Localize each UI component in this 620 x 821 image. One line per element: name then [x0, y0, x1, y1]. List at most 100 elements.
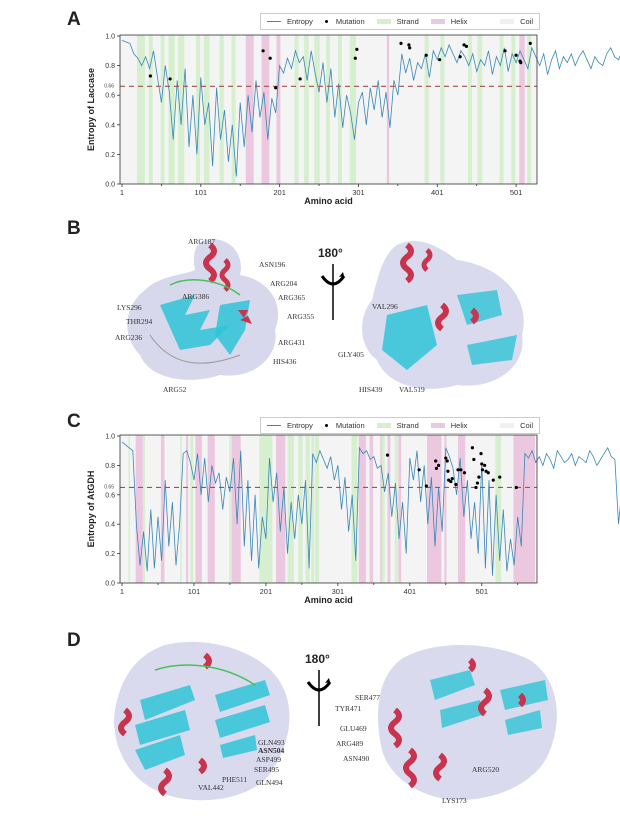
- strand-region: [219, 35, 224, 184]
- legend-a: Entropy Mutation Strand Helix Coil: [260, 13, 540, 30]
- mutation-point: [528, 41, 532, 46]
- res-label: ARG489: [336, 739, 364, 748]
- res-label: ARG187: [188, 237, 216, 246]
- y-tick-label: 0.4: [105, 122, 115, 129]
- legend-entropy: Entropy: [287, 421, 313, 430]
- mutation-point: [472, 457, 476, 462]
- mutation-point: [454, 482, 458, 487]
- y-tick-label: 0.4: [105, 522, 115, 529]
- mutation-point: [434, 466, 439, 470]
- y-tick-label: 1.0: [105, 434, 115, 441]
- atgdh-structure-back: [377, 645, 557, 800]
- mutation-point: [274, 86, 278, 90]
- strand-legend-swatch: [376, 19, 391, 24]
- entropy-legend-line: [267, 424, 281, 427]
- legend-entropy: Entropy: [287, 17, 313, 26]
- y-axis-label: Entropy of AtGDH: [86, 471, 96, 548]
- strand-region: [229, 435, 231, 583]
- legend-c: Entropy Mutation Strand Helix Coil: [260, 417, 540, 434]
- mutation-point: [486, 471, 490, 475]
- legend-helix: Helix: [450, 421, 468, 430]
- helix-region: [380, 435, 382, 583]
- strand-legend-swatch: [376, 423, 391, 428]
- res-label: GLY405: [338, 350, 364, 359]
- y-tick-label: 0.6: [105, 492, 115, 499]
- res-label: ARG236: [115, 333, 143, 342]
- strand-region: [511, 35, 516, 184]
- mutation-point: [268, 56, 272, 60]
- y-tick-label: 0.0: [105, 581, 115, 588]
- mutation-point: [445, 459, 449, 463]
- helix-region: [358, 435, 366, 583]
- x-tick-label: 1: [120, 587, 124, 596]
- strand-region: [337, 35, 342, 184]
- y-tick-label: 0.2: [105, 152, 115, 159]
- x-axis-label: Amino acid: [304, 196, 353, 206]
- helix-region: [276, 35, 281, 184]
- strand-region: [148, 35, 153, 184]
- mutation-point: [399, 41, 403, 46]
- mutation-point: [475, 481, 480, 485]
- mutation-point: [408, 46, 412, 50]
- strand-region: [468, 35, 472, 184]
- mutation-point: [474, 485, 478, 490]
- res-label: ASP499: [256, 755, 282, 764]
- res-label: ARG365: [278, 293, 306, 302]
- x-tick-label: 101: [188, 587, 201, 596]
- mutation-point: [514, 53, 518, 57]
- mutation-point: [407, 43, 411, 47]
- x-tick-label: 201: [260, 587, 273, 596]
- mutation-point: [449, 479, 453, 484]
- strand-region: [190, 435, 194, 583]
- helix-region: [398, 435, 402, 583]
- mutation-point: [353, 56, 357, 60]
- strand-region: [380, 435, 385, 583]
- mutation-point: [261, 49, 265, 53]
- helix-region: [275, 435, 284, 583]
- rotation-axis-icon: [320, 264, 346, 320]
- helix-region: [369, 435, 374, 583]
- res-label: ASN490: [343, 754, 370, 763]
- mutation-point: [514, 485, 518, 490]
- res-label: ARG520: [472, 765, 500, 774]
- mutation-point: [424, 53, 428, 57]
- y-tick-label: 0.8: [105, 63, 115, 70]
- mutation-point: [483, 463, 487, 467]
- mutation-point: [355, 47, 359, 51]
- strand-region: [349, 35, 357, 184]
- mutation-point: [417, 468, 421, 472]
- mutation-legend-dot: [324, 424, 328, 427]
- mutation-point: [385, 453, 390, 457]
- mutation-point: [434, 459, 438, 463]
- strand-region: [294, 35, 299, 184]
- strand-region: [527, 35, 532, 184]
- mutation-point: [438, 58, 442, 62]
- plot-frame: [119, 34, 538, 185]
- helix-region: [519, 35, 525, 184]
- rotation-label-d: 180°: [305, 652, 330, 666]
- res-label: GLU469: [340, 724, 367, 733]
- strand-region: [499, 35, 504, 184]
- mutation-point: [298, 77, 302, 81]
- legend-strand: Strand: [396, 421, 419, 430]
- legend-coil: Coil: [520, 421, 533, 430]
- x-tick-label: 101: [195, 188, 208, 197]
- res-label: PHE511: [222, 775, 248, 784]
- mutation-point: [480, 468, 485, 472]
- strand-region: [177, 35, 185, 184]
- strand-region: [424, 35, 429, 184]
- plot-background: [120, 435, 537, 583]
- helix-region: [458, 435, 466, 583]
- res-label: ARG204: [270, 279, 298, 288]
- strand-region: [231, 35, 236, 184]
- x-tick-label: 301: [352, 188, 365, 197]
- strand-region: [314, 35, 320, 184]
- helix-region: [195, 435, 202, 583]
- panel-label-b: B: [67, 218, 81, 239]
- mutation-point: [444, 456, 448, 460]
- res-label: ARG52: [163, 385, 187, 394]
- panel-label-d: D: [67, 630, 81, 651]
- strand-region: [136, 35, 145, 184]
- strand-region: [128, 435, 130, 583]
- threshold-label: 0.66: [104, 83, 114, 89]
